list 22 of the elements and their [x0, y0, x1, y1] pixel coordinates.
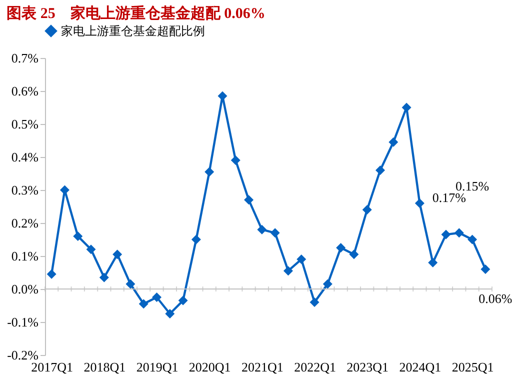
- y-tick-label: 0.7%: [11, 50, 39, 66]
- y-tick-label: 0.1%: [11, 248, 39, 264]
- y-tick-label: 0.3%: [11, 182, 39, 198]
- x-tick-label: 2021Q1: [241, 360, 284, 374]
- x-tick-label: 2022Q1: [294, 360, 336, 374]
- legend-label: 家电上游重仓基金超配比例: [61, 24, 205, 38]
- y-tick-label: -0.2%: [7, 348, 39, 362]
- x-tick-label: 2020Q1: [188, 360, 231, 374]
- y-tick-label: 0.5%: [11, 116, 39, 132]
- y-tick-label: 0.6%: [11, 84, 39, 98]
- x-tick-label: 2019Q1: [136, 360, 178, 374]
- y-tick-label: -0.1%: [7, 314, 39, 330]
- x-tick-label: 2023Q1: [346, 360, 389, 374]
- x-tick-label: 2017Q1: [31, 360, 74, 374]
- x-tick-label: 2025Q1: [452, 360, 494, 374]
- y-tick-label: 0.4%: [11, 150, 39, 164]
- x-tick-label: 2024Q1: [399, 360, 442, 374]
- y-tick-label: 0.2%: [11, 216, 39, 230]
- data-label: 0.06%: [478, 291, 512, 306]
- chart-title: 图表 25 家电上游重仓基金超配 0.06%: [6, 4, 266, 22]
- x-tick-label: 2018Q1: [84, 360, 126, 374]
- y-tick-label: 0.0%: [11, 282, 39, 296]
